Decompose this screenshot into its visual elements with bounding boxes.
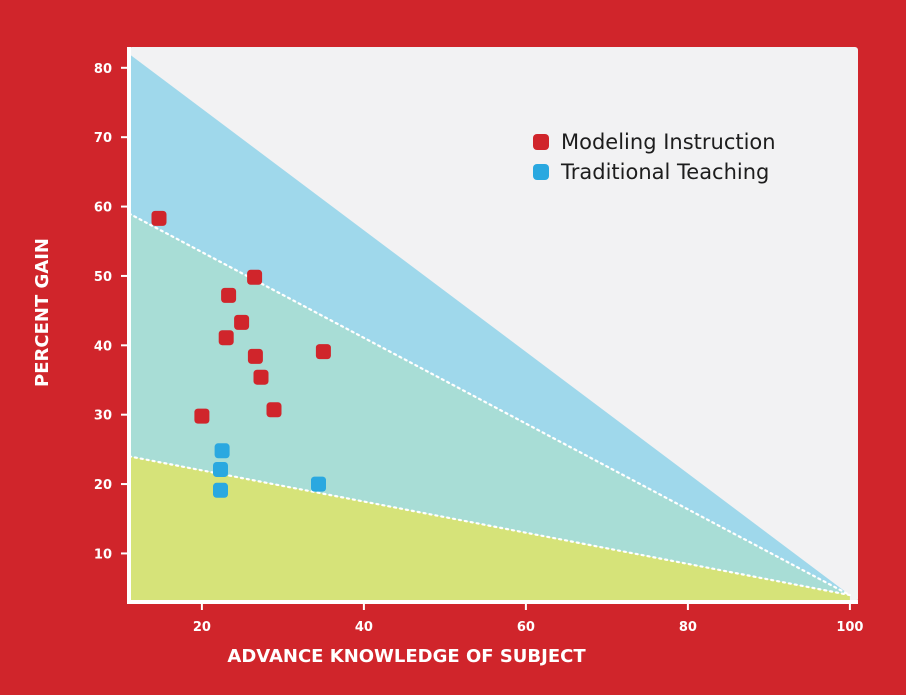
point-modeling-instruction <box>253 369 269 385</box>
lower-boundary-line <box>127 455 852 597</box>
point-modeling-instruction <box>247 269 263 285</box>
y-axis-ticks: 10 20 30 40 50 60 70 80 <box>94 62 127 562</box>
legend: Modeling Instruction Traditional Teaching <box>533 130 776 184</box>
point-modeling-instruction <box>218 330 234 346</box>
data-points <box>151 210 331 498</box>
y-axis-title: PERCENT GAIN <box>32 238 53 387</box>
point-modeling-instruction <box>221 287 237 303</box>
x-axis-title: ADVANCE KNOWLEDGE OF SUBJECT <box>227 646 586 667</box>
legend-swatch-modeling-instruction <box>533 134 549 150</box>
plot-area <box>127 47 858 604</box>
legend-label-modeling-instruction: Modeling Instruction <box>561 130 776 154</box>
upper-boundary-line <box>127 212 852 597</box>
y-tick-label: 50 <box>94 270 112 285</box>
y-tick-label: 70 <box>94 131 112 146</box>
x-tick-label: 100 <box>836 620 863 635</box>
x-tick-label: 80 <box>679 620 697 635</box>
point-traditional-teaching <box>311 476 326 492</box>
point-modeling-instruction <box>315 344 331 360</box>
y-tick-label: 10 <box>94 547 112 562</box>
point-modeling-instruction <box>151 210 167 226</box>
band-top <box>129 53 850 596</box>
point-modeling-instruction <box>194 408 210 424</box>
y-tick-label: 60 <box>94 201 112 216</box>
point-modeling-instruction <box>234 314 250 330</box>
point-traditional-teaching <box>214 443 230 459</box>
x-tick-label: 20 <box>193 620 211 635</box>
point-modeling-instruction <box>247 348 263 364</box>
y-tick-label: 40 <box>94 339 112 354</box>
y-tick-label: 20 <box>94 478 112 493</box>
point-modeling-instruction <box>266 402 282 418</box>
x-tick-label: 40 <box>355 620 373 635</box>
legend-swatch-traditional-teaching <box>533 164 549 180</box>
point-traditional-teaching <box>213 482 228 498</box>
y-tick-label: 30 <box>94 409 112 424</box>
legend-label-traditional-teaching: Traditional Teaching <box>560 160 769 184</box>
x-tick-label: 60 <box>517 620 535 635</box>
point-traditional-teaching <box>213 462 228 477</box>
band-bottom <box>129 456 850 602</box>
x-axis-ticks: 20 40 60 80 100 <box>193 604 863 635</box>
y-tick-label: 80 <box>94 62 112 77</box>
